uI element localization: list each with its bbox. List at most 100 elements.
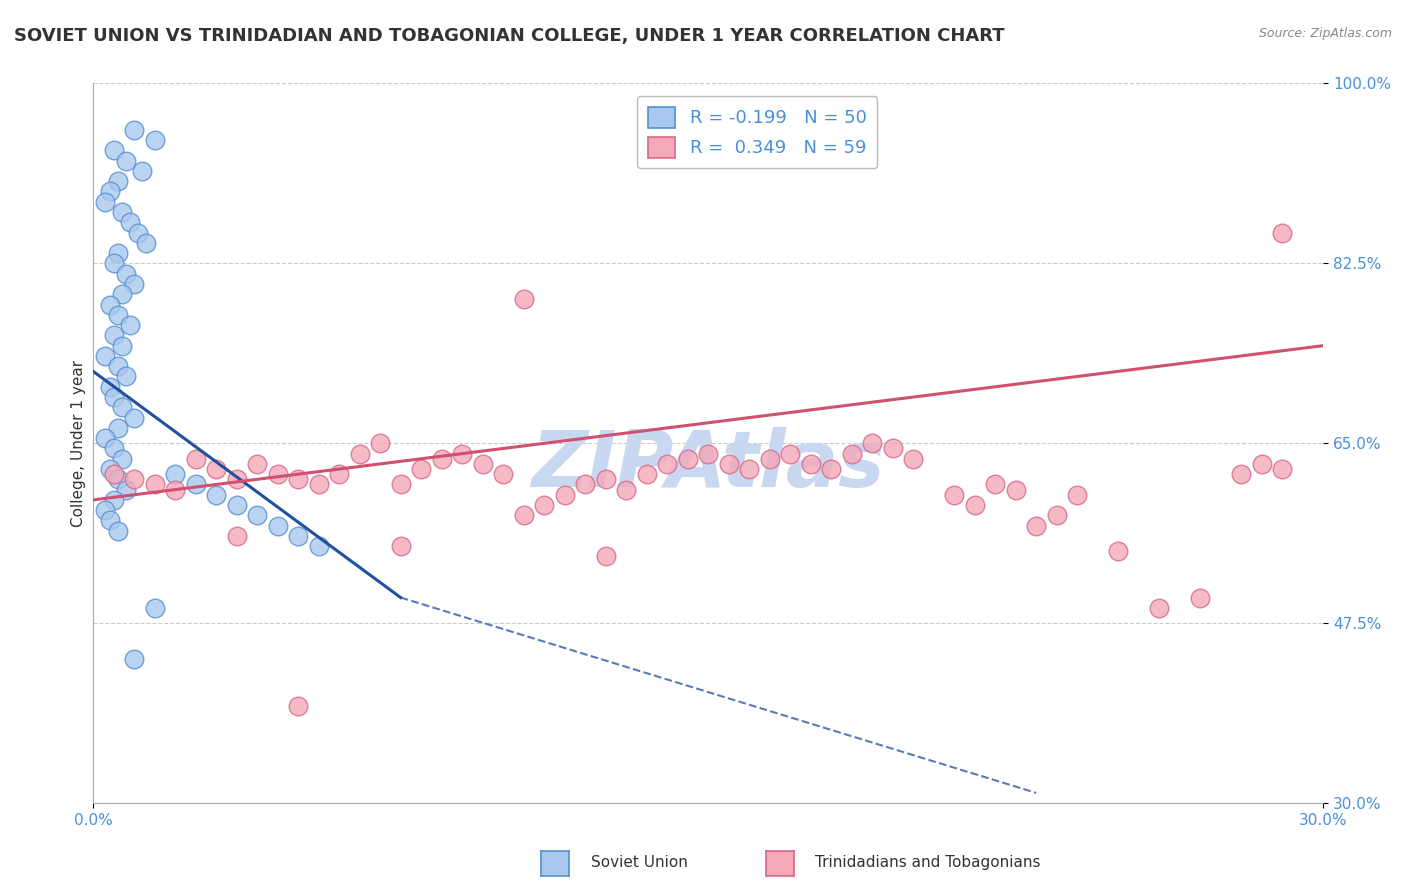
Point [107, 174, 129, 188]
Point [657, 457, 679, 471]
Point [1230, 467, 1253, 482]
Point [107, 308, 129, 322]
Point [800, 457, 823, 471]
Point [246, 508, 269, 523]
Point [451, 447, 474, 461]
Point [165, 483, 187, 497]
Point [205, 488, 228, 502]
Point [111, 205, 134, 219]
Point [758, 451, 780, 466]
Point [349, 447, 371, 461]
Point [779, 447, 801, 461]
Point [984, 477, 1007, 491]
Point [98, 513, 121, 527]
Point [107, 524, 129, 538]
Point [111, 338, 134, 352]
Point [267, 467, 290, 482]
Point [287, 472, 309, 486]
Point [389, 477, 412, 491]
Point [717, 457, 740, 471]
Point [115, 483, 138, 497]
Point [103, 442, 125, 456]
Point [115, 369, 138, 384]
Point [115, 267, 138, 281]
Point [98, 185, 121, 199]
Point [120, 318, 142, 332]
Point [287, 529, 309, 543]
Text: Soviet Union: Soviet Union [591, 855, 688, 870]
Point [860, 436, 883, 450]
Point [107, 421, 129, 435]
Point [267, 518, 290, 533]
Point [135, 235, 157, 250]
Point [122, 122, 145, 136]
Point [1149, 600, 1171, 615]
Y-axis label: College, Under 1 year: College, Under 1 year [72, 359, 86, 527]
Point [512, 508, 534, 523]
Point [111, 451, 134, 466]
Point [287, 698, 309, 713]
Point [131, 164, 153, 178]
Point [554, 488, 576, 502]
Point [614, 483, 637, 497]
Point [107, 246, 129, 260]
Point [1046, 508, 1069, 523]
Point [308, 539, 330, 553]
Point [122, 652, 145, 666]
Point [411, 462, 433, 476]
Point [143, 477, 166, 491]
Point [122, 472, 145, 486]
Point [1066, 488, 1088, 502]
Point [1271, 462, 1294, 476]
Point [820, 462, 842, 476]
Text: Source: ZipAtlas.com: Source: ZipAtlas.com [1258, 27, 1392, 40]
Point [120, 215, 142, 229]
Point [165, 467, 187, 482]
Point [1189, 591, 1212, 605]
Point [107, 472, 129, 486]
Point [103, 328, 125, 343]
Point [308, 477, 330, 491]
Point [184, 451, 207, 466]
Point [107, 359, 129, 374]
Point [98, 462, 121, 476]
Point [225, 472, 247, 486]
Point [1107, 544, 1129, 558]
Point [1271, 226, 1294, 240]
Point [595, 472, 617, 486]
Point [111, 401, 134, 415]
Point [697, 447, 720, 461]
Point [1025, 518, 1047, 533]
Point [127, 226, 149, 240]
Point [103, 143, 125, 157]
Point [903, 451, 925, 466]
Point [841, 447, 863, 461]
Point [98, 297, 121, 311]
Point [122, 277, 145, 291]
Point [94, 503, 117, 517]
Point [246, 457, 269, 471]
Point [943, 488, 966, 502]
Point [882, 442, 904, 456]
Point [98, 380, 121, 394]
Point [471, 457, 494, 471]
Point [636, 467, 658, 482]
Text: SOVIET UNION VS TRINIDADIAN AND TOBAGONIAN COLLEGE, UNDER 1 YEAR CORRELATION CHA: SOVIET UNION VS TRINIDADIAN AND TOBAGONI… [14, 27, 1005, 45]
Text: Trinidadians and Tobagonians: Trinidadians and Tobagonians [815, 855, 1040, 870]
Point [103, 390, 125, 404]
Point [492, 467, 515, 482]
Point [225, 529, 247, 543]
Point [115, 153, 138, 168]
Point [328, 467, 350, 482]
Point [103, 492, 125, 507]
Point [738, 462, 761, 476]
Point [1004, 483, 1026, 497]
Point [225, 498, 247, 512]
Point [595, 549, 617, 564]
Point [111, 287, 134, 301]
Point [430, 451, 453, 466]
Point [1250, 457, 1272, 471]
Point [512, 293, 534, 307]
Text: ZIPAtlas: ZIPAtlas [531, 427, 884, 503]
Point [103, 256, 125, 270]
